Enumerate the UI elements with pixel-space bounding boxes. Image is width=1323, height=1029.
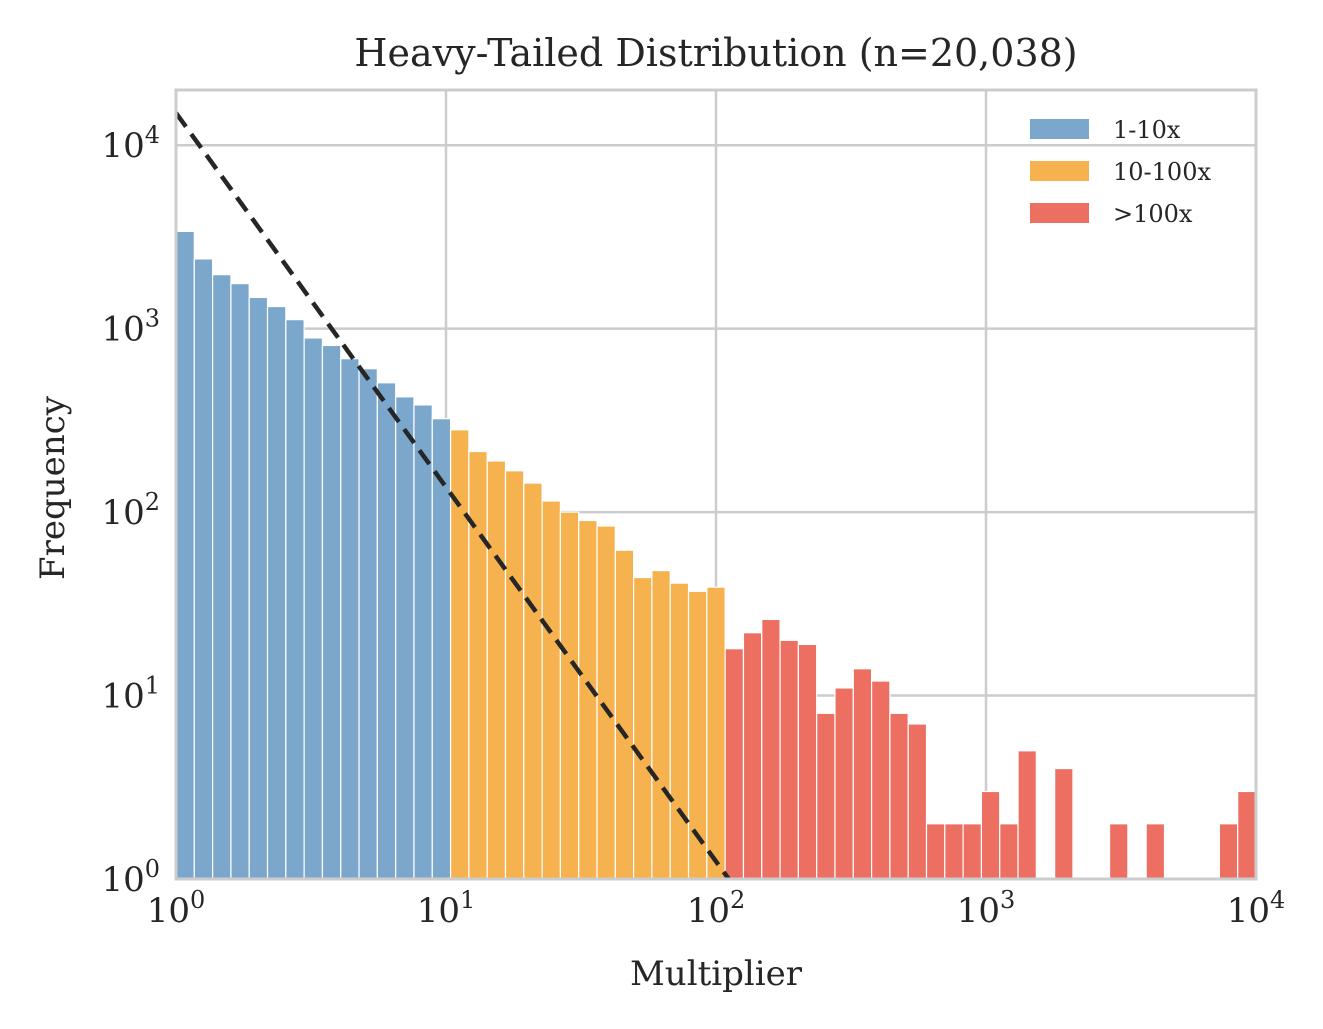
histogram-bar bbox=[230, 283, 250, 880]
legend-swatch bbox=[1030, 119, 1089, 139]
legend-label: >100x bbox=[1113, 200, 1193, 228]
histogram-bar bbox=[651, 569, 671, 880]
plot-frame bbox=[174, 88, 1258, 881]
histogram-bar bbox=[925, 823, 946, 880]
histogram-bar bbox=[706, 586, 726, 880]
histogram-bar bbox=[1218, 823, 1239, 880]
histogram-bar bbox=[907, 723, 928, 880]
x-tick-labels: 100 101 102 103 104 bbox=[147, 886, 1286, 931]
histogram-bar bbox=[742, 632, 763, 880]
y-tick-label: 104 bbox=[101, 121, 160, 166]
histogram-bar bbox=[633, 576, 653, 880]
histogram-bar bbox=[175, 230, 195, 880]
histogram-bar bbox=[395, 396, 415, 880]
legend-swatch bbox=[1030, 203, 1089, 223]
histogram-bar bbox=[266, 305, 287, 880]
histogram-bar bbox=[834, 687, 854, 880]
x-axis-label: Multiplier bbox=[630, 954, 803, 994]
histogram-bar bbox=[980, 790, 1001, 880]
x-tick-label: 103 bbox=[957, 886, 1016, 931]
fit-line bbox=[174, 111, 731, 881]
histogram-bar bbox=[413, 404, 433, 880]
y-tick-label: 101 bbox=[101, 672, 160, 717]
histogram-bar bbox=[889, 712, 909, 880]
histogram-bar bbox=[944, 823, 964, 880]
histogram-bar bbox=[559, 511, 580, 880]
histogram-bar bbox=[779, 639, 799, 880]
histogram-bar bbox=[1017, 750, 1037, 880]
x-tick-label: 102 bbox=[687, 886, 746, 931]
histogram-bar bbox=[340, 358, 360, 880]
y-tick-label: 103 bbox=[101, 305, 160, 350]
chart-title: Heavy-Tailed Distribution (n=20,038) bbox=[354, 31, 1077, 75]
histogram-bar bbox=[321, 344, 342, 880]
histogram-bar bbox=[486, 460, 507, 880]
histogram-bar bbox=[870, 680, 891, 880]
legend-label: 10-100x bbox=[1113, 158, 1211, 186]
histogram-bar bbox=[1108, 823, 1129, 880]
histogram-bar bbox=[248, 296, 269, 880]
legend: 1-10x 10-100x >100x bbox=[1030, 116, 1211, 228]
histogram-bar bbox=[376, 382, 397, 880]
x-tick-label: 104 bbox=[1227, 886, 1286, 931]
histogram-bar bbox=[962, 823, 983, 880]
histogram-bar bbox=[1145, 823, 1166, 880]
histogram-bar bbox=[285, 319, 305, 880]
histogram-bar bbox=[596, 525, 616, 880]
histogram-bar bbox=[852, 668, 873, 880]
x-tick-label: 100 bbox=[147, 886, 206, 931]
histogram-bar bbox=[303, 337, 324, 880]
histogram-bar bbox=[504, 470, 525, 880]
histogram-bar bbox=[578, 519, 598, 880]
y-tick-label: 102 bbox=[101, 488, 160, 533]
histogram-bar bbox=[468, 450, 488, 880]
bars bbox=[175, 230, 1257, 880]
y-tick-label: 100 bbox=[101, 855, 160, 900]
histogram-bar bbox=[523, 482, 543, 880]
histogram-bar bbox=[797, 643, 818, 880]
legend-label: 1-10x bbox=[1113, 116, 1181, 144]
histogram-bar bbox=[669, 582, 690, 880]
legend-swatch bbox=[1030, 161, 1089, 181]
histogram-bar bbox=[614, 549, 635, 880]
histogram-bar bbox=[212, 274, 232, 880]
histogram-bar bbox=[1054, 767, 1074, 880]
histogram-bar bbox=[761, 618, 781, 880]
x-tick-label: 101 bbox=[417, 886, 476, 931]
y-tick-labels: 100 101 102 103 104 bbox=[101, 121, 160, 900]
histogram-bar bbox=[1237, 790, 1257, 880]
y-axis-label: Frequency bbox=[33, 395, 73, 580]
histogram-bar bbox=[999, 823, 1019, 880]
histogram-bar bbox=[541, 500, 562, 880]
histogram-bar bbox=[724, 648, 745, 880]
histogram-bar bbox=[358, 368, 378, 880]
histogram-bar bbox=[431, 418, 452, 880]
power-law-fit-line bbox=[174, 111, 731, 881]
histogram-bar bbox=[816, 712, 836, 880]
histogram-bar bbox=[193, 258, 214, 880]
